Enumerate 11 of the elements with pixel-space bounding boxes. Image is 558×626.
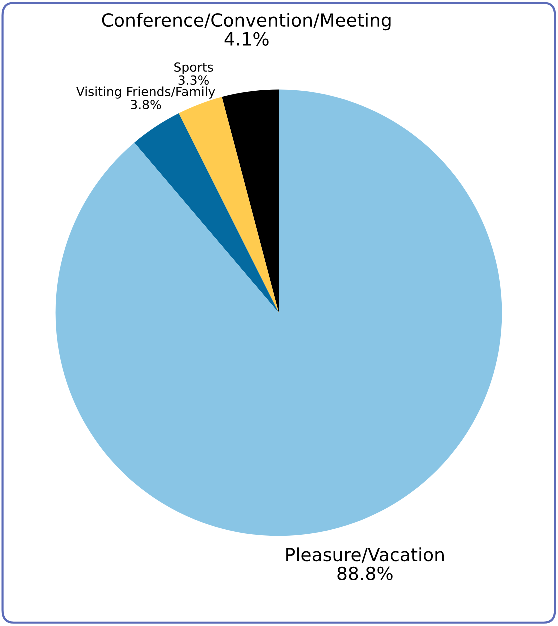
slice-label: Visiting Friends/Family bbox=[76, 86, 216, 99]
slice-label: Sports bbox=[174, 62, 214, 74]
data-label: 3.3% bbox=[178, 76, 209, 86]
pie-slice bbox=[222, 90, 279, 313]
pie-slice bbox=[134, 113, 279, 313]
pie-slice bbox=[178, 97, 279, 313]
data-label: 88.8% bbox=[338, 566, 393, 580]
slice-label: Conference/Convention/Meeting bbox=[102, 13, 391, 31]
data-label: 3.8% bbox=[131, 100, 162, 110]
data-label: 4.1% bbox=[224, 32, 269, 46]
slice-label: Pleasure/Vacation bbox=[286, 548, 444, 564]
